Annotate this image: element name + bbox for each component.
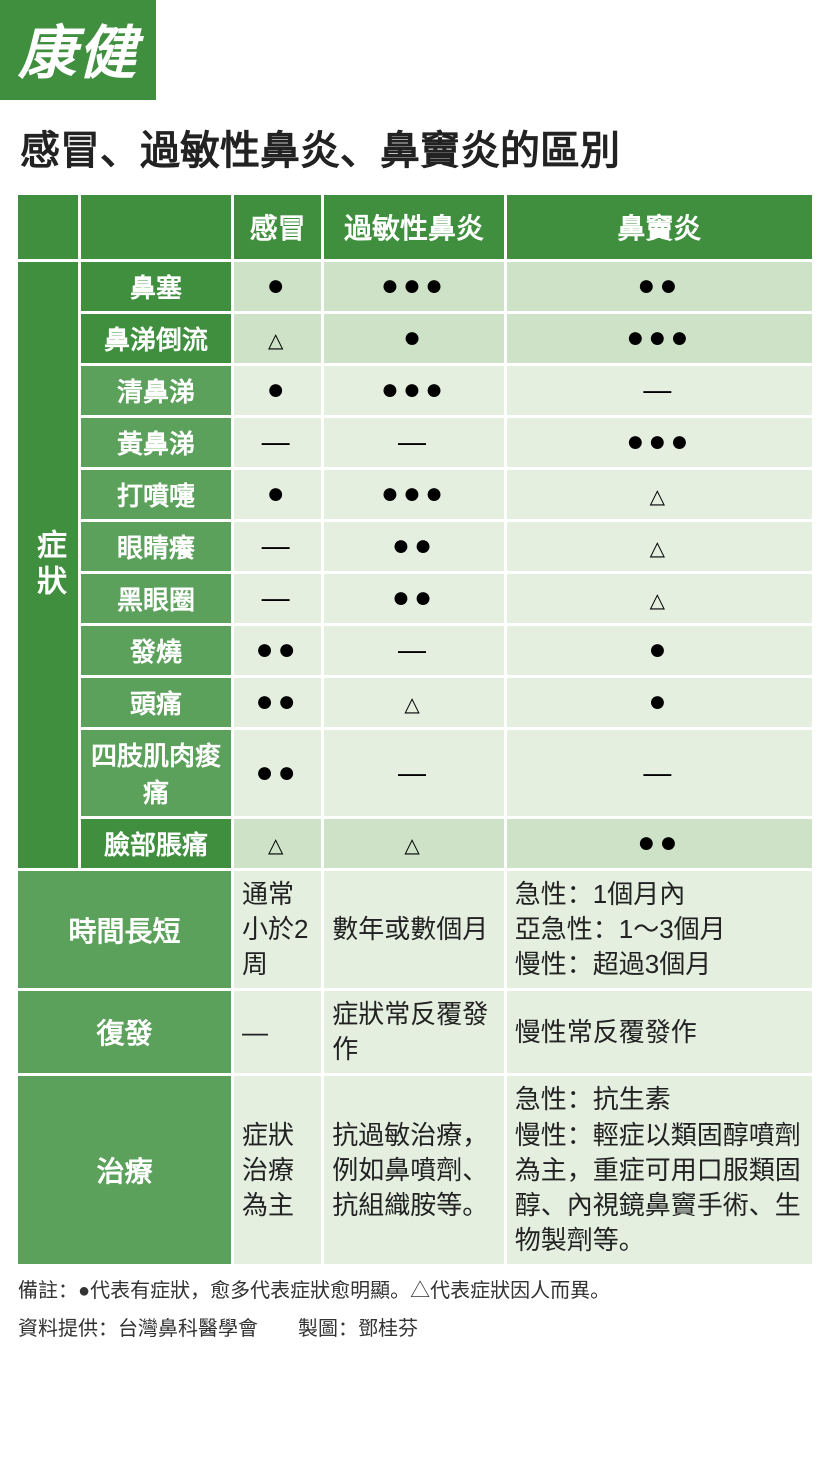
symptom-cell: ●●● [507,314,812,363]
symptom-label: 黃鼻涕 [81,418,231,467]
symptom-cell: ● [234,470,321,519]
brand-logo: 康健 [0,0,156,100]
symptom-row: 鼻涕倒流△●●●● [18,314,812,363]
symptom-cell: ●● [507,262,812,311]
symptom-cell: ● [324,314,503,363]
symptom-group-label: 症狀 [18,262,78,868]
info-cell: 症狀常反覆發作 [324,991,503,1073]
info-cell: 症狀治療為主 [234,1076,321,1263]
symptom-row: 眼睛癢—●●△ [18,522,812,571]
symptom-label: 黑眼圈 [81,574,231,623]
symptom-cell: — [234,574,321,623]
symptom-row: 四肢肌肉痠痛●●—— [18,730,812,816]
symptom-cell: △ [324,819,503,868]
info-cell: 慢性常反覆發作 [507,991,812,1073]
symptom-cell: ●● [324,574,503,623]
symptom-cell: — [324,418,503,467]
info-label: 治療 [18,1076,231,1263]
info-cell: 通常小於2周 [234,871,321,988]
symptom-row: 打噴嚏●●●●△ [18,470,812,519]
info-label: 復發 [18,991,231,1073]
symptom-cell: — [507,730,812,816]
symptom-cell: △ [507,574,812,623]
symptom-row: 症狀鼻塞●●●●●● [18,262,812,311]
symptom-cell: ●● [234,730,321,816]
symptom-cell: ● [234,366,321,415]
symptom-cell: ● [507,678,812,727]
symptom-label: 鼻塞 [81,262,231,311]
symptom-cell: ●● [234,626,321,675]
symptom-cell: △ [324,678,503,727]
symptom-cell: △ [507,470,812,519]
symptom-cell: ●●● [324,470,503,519]
footnote-legend: 備註：●代表有症狀，愈多代表症狀愈明顯。△代表症狀因人而異。 [18,1277,812,1305]
symptom-row: 發燒●●—● [18,626,812,675]
page-title: 感冒、過敏性鼻炎、鼻竇炎的區別 [20,118,830,176]
symptom-cell: ●● [324,522,503,571]
header-blank-1 [18,195,78,259]
symptom-cell: △ [234,314,321,363]
info-cell: — [234,991,321,1073]
symptom-cell: ●●● [324,262,503,311]
col-header-rhinitis: 過敏性鼻炎 [324,195,503,259]
footnote-credit: 資料提供：台灣鼻科醫學會 製圖：鄧桂芬 [18,1315,812,1343]
symptom-row: 清鼻涕●●●●— [18,366,812,415]
symptom-cell: ● [234,262,321,311]
symptom-cell: — [324,626,503,675]
col-header-cold: 感冒 [234,195,321,259]
symptom-label: 四肢肌肉痠痛 [81,730,231,816]
symptom-label: 頭痛 [81,678,231,727]
info-cell: 數年或數個月 [324,871,503,988]
symptom-label: 臉部脹痛 [81,819,231,868]
symptom-label: 打噴嚏 [81,470,231,519]
symptom-cell: — [507,366,812,415]
info-cell: 急性：抗生素慢性：輕症以類固醇噴劑為主，重症可用口服類固醇、內視鏡鼻竇手術、生物… [507,1076,812,1263]
symptom-cell: — [234,522,321,571]
symptom-cell: △ [234,819,321,868]
symptom-cell: ●●● [507,418,812,467]
symptom-label: 清鼻涕 [81,366,231,415]
header-blank-2 [81,195,231,259]
symptom-label: 眼睛癢 [81,522,231,571]
symptom-label: 鼻涕倒流 [81,314,231,363]
symptom-cell: — [234,418,321,467]
symptom-row: 臉部脹痛△△●● [18,819,812,868]
info-label: 時間長短 [18,871,231,988]
info-row: 時間長短通常小於2周數年或數個月急性：1個月內亞急性：1～3個月慢性：超過3個月 [18,871,812,988]
info-cell: 急性：1個月內亞急性：1～3個月慢性：超過3個月 [507,871,812,988]
info-row: 治療症狀治療為主抗過敏治療，例如鼻噴劑、抗組織胺等。急性：抗生素慢性：輕症以類固… [18,1076,812,1263]
info-cell: 抗過敏治療，例如鼻噴劑、抗組織胺等。 [324,1076,503,1263]
symptom-label: 發燒 [81,626,231,675]
symptom-cell: ●● [234,678,321,727]
col-header-sinusitis: 鼻竇炎 [507,195,812,259]
comparison-table: 感冒 過敏性鼻炎 鼻竇炎 症狀鼻塞●●●●●●鼻涕倒流△●●●●清鼻涕●●●●—… [15,192,815,1267]
symptom-cell: △ [507,522,812,571]
symptom-cell: ●●● [324,366,503,415]
symptom-row: 黃鼻涕——●●● [18,418,812,467]
symptom-cell: — [324,730,503,816]
symptom-row: 黑眼圈—●●△ [18,574,812,623]
header-row: 感冒 過敏性鼻炎 鼻竇炎 [18,195,812,259]
symptom-cell: ●● [507,819,812,868]
symptom-row: 頭痛●●△● [18,678,812,727]
info-row: 復發—症狀常反覆發作慢性常反覆發作 [18,991,812,1073]
symptom-cell: ● [507,626,812,675]
